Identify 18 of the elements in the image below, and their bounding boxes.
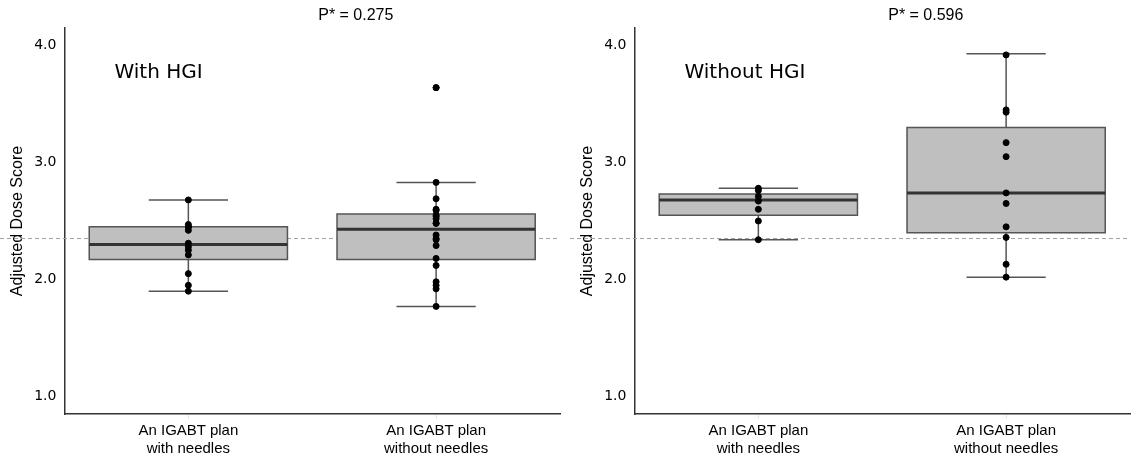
y-tick-label: 3.0 — [604, 153, 627, 170]
x-tick-label: An IGABT plan with needles — [708, 421, 809, 457]
y-tick-label: 4.0 — [604, 36, 627, 53]
y-tick-label: 3.0 — [34, 153, 57, 170]
x-tick-label: An IGABT plan without needles — [952, 421, 1059, 457]
y-tick-label: 1.0 — [604, 387, 627, 404]
y-tick-label: 2.0 — [604, 270, 627, 287]
text: P* = 0.275 — [318, 6, 394, 24]
y-tick-label: 2.0 — [34, 270, 57, 287]
y-tick-label: 1.0 — [34, 387, 57, 404]
annotation: Without HGI — [684, 59, 806, 84]
x-tick-label: An IGABT plan without needles — [382, 421, 489, 457]
y-axis-title: Adjusted Dose Score — [8, 145, 26, 297]
annotation: With HGI — [114, 59, 203, 84]
x-tick-label: An IGABT plan with needles — [138, 421, 239, 457]
text: P* = 0.596 — [888, 6, 964, 24]
y-tick-label: 4.0 — [34, 36, 57, 53]
y-axis-title: Adjusted Dose Score — [578, 145, 596, 297]
